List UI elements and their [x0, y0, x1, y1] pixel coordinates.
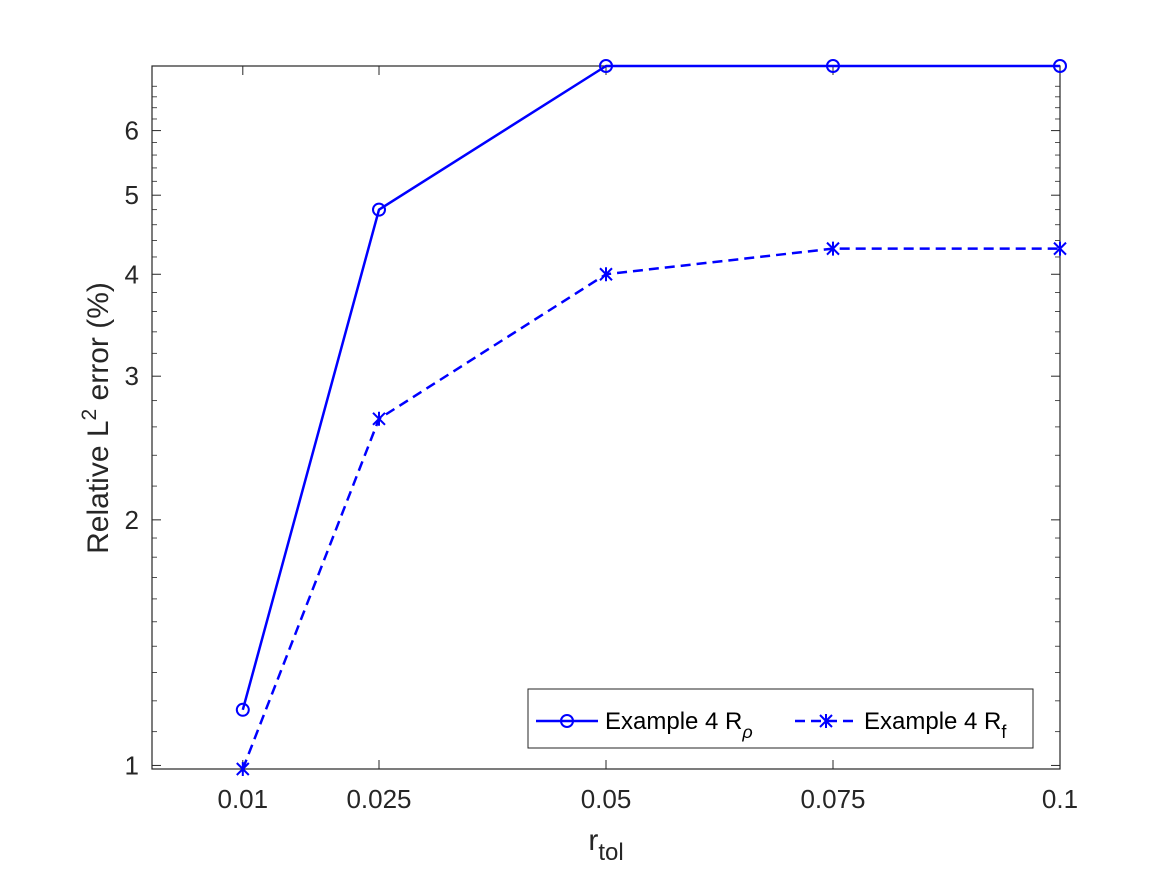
- y-tick-label: 5: [125, 180, 139, 210]
- y-tick-label: 1: [125, 750, 139, 780]
- legend-box: [527, 688, 1034, 749]
- data-point-circle: [1053, 59, 1067, 73]
- x-tick-label: 0.05: [581, 784, 632, 814]
- data-point-star: [1053, 241, 1067, 256]
- y-tick-label: 4: [125, 259, 139, 289]
- y-tick-label: 6: [125, 116, 139, 146]
- series-line-1: [241, 64, 1060, 711]
- legend: Example 4 Rρ Example 4 Rf: [527, 688, 1034, 749]
- x-axis: 0.01 0.025 0.05 0.075 0.1: [217, 66, 1078, 814]
- data-point-circle: [235, 702, 250, 717]
- data-point-star: [599, 267, 613, 282]
- legend-circle-marker: [560, 714, 574, 728]
- data-point-star: [826, 241, 840, 256]
- y-tick-label: 2: [125, 505, 139, 535]
- data-point-star: [372, 411, 386, 426]
- data-point-circle: [372, 202, 386, 217]
- data-point-circle: [826, 59, 840, 73]
- data-point-circle: [599, 59, 613, 73]
- legend-label-series-2: Example 4 Rf: [864, 708, 1007, 742]
- x-tick-label: 0.025: [346, 784, 411, 814]
- legend-label-series-1: Example 4 Rρ: [605, 708, 753, 742]
- y-axis-label: Relative L2 error (%): [78, 282, 115, 554]
- y-axis: 1 2 3 4 5 6: [125, 85, 1060, 780]
- plot-area: [151, 65, 1061, 770]
- x-tick-label: 0.1: [1042, 784, 1078, 814]
- data-point-star: [236, 762, 250, 776]
- x-tick-label: 0.01: [217, 784, 268, 814]
- legend-star-marker: [819, 714, 833, 728]
- x-tick-label: 0.075: [800, 784, 865, 814]
- y-tick-label: 3: [125, 361, 139, 391]
- series-layer: [235, 59, 1067, 776]
- x-axis-label: rtol: [588, 824, 623, 866]
